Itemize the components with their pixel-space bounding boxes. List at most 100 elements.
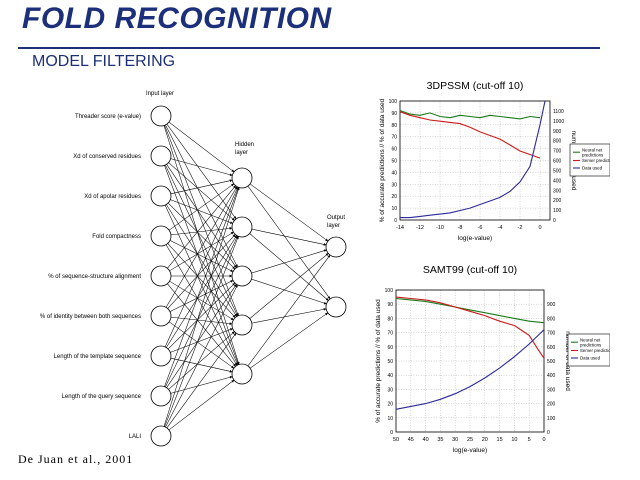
x-tick-label: 30 xyxy=(452,437,458,443)
x-tick-label: 15 xyxy=(497,437,503,443)
connection xyxy=(251,307,327,324)
connection xyxy=(170,316,233,325)
connection xyxy=(251,228,327,246)
x-tick-label: 50 xyxy=(393,437,399,443)
connection xyxy=(166,164,237,268)
connection xyxy=(164,204,239,366)
hidden-node xyxy=(231,363,253,385)
chart-samt99: SAMT99 (cut-off 10)010203040506070809010… xyxy=(375,264,610,454)
connection xyxy=(170,179,233,195)
legend-label: Data used xyxy=(582,166,603,171)
legend-label: Neural net predictions xyxy=(580,338,602,348)
series-line-0 xyxy=(395,297,545,324)
input-node xyxy=(150,225,172,247)
connection xyxy=(164,187,239,387)
y2-tick-label: 500 xyxy=(547,359,556,365)
title-underline xyxy=(18,47,600,49)
connection xyxy=(249,253,329,319)
y2-tick-label: 0 xyxy=(553,218,556,224)
series-line-0 xyxy=(399,109,541,120)
connection xyxy=(170,158,233,177)
x-tick-label: 35 xyxy=(437,437,443,443)
y2-tick-label: 600 xyxy=(553,159,562,165)
hidden-node xyxy=(231,265,253,287)
y-tick-label: 90 xyxy=(387,302,393,308)
connection xyxy=(167,243,236,318)
connection xyxy=(163,125,240,365)
connection xyxy=(164,236,239,427)
hidden-node xyxy=(231,167,253,189)
y-tick-label: 10 xyxy=(391,206,397,212)
connection xyxy=(170,357,233,373)
connection xyxy=(170,227,233,236)
input-feature-label: % of sequence-structure alignment xyxy=(48,274,141,280)
x-tick-label: -12 xyxy=(416,225,424,231)
connection xyxy=(165,284,238,428)
input-node xyxy=(150,145,172,167)
x-tick-label: -8 xyxy=(458,225,463,231)
y2-tick-label: 700 xyxy=(553,149,562,155)
input-feature-label: Length of the query sequence xyxy=(62,394,142,400)
output-node xyxy=(325,296,347,318)
network-connections xyxy=(163,121,331,431)
x-tick-label: 20 xyxy=(482,437,488,443)
legend-label: Data used xyxy=(580,356,601,361)
input-node xyxy=(150,345,172,367)
hidden-node xyxy=(231,216,253,238)
connection xyxy=(163,187,240,427)
x-tick-label: -4 xyxy=(498,225,503,231)
x-axis-label: log(e-value) xyxy=(453,447,487,454)
y-axis-label: % of accurate predictions // % of data u… xyxy=(375,299,382,423)
x-tick-label: 10 xyxy=(511,437,517,443)
x-tick-label: 5 xyxy=(528,437,531,443)
series-line-1 xyxy=(399,111,541,159)
connection xyxy=(249,183,329,242)
y2-tick-label: 800 xyxy=(547,316,556,322)
y2-tick-label: 800 xyxy=(553,139,562,145)
y2-tick-label: 200 xyxy=(553,198,562,204)
connection xyxy=(170,199,233,224)
hidden-layer-label: Hidden layer xyxy=(235,142,254,156)
input-layer-label: Input layer xyxy=(146,91,174,97)
x-tick-label: 0 xyxy=(542,437,545,443)
y2-tick-label: 900 xyxy=(553,129,562,135)
connection xyxy=(170,328,233,353)
y2-tick-label: 1000 xyxy=(553,119,564,125)
x-tick-label: -2 xyxy=(518,225,523,231)
connection xyxy=(168,121,235,173)
network-nodes xyxy=(150,105,347,447)
y2-tick-label: 400 xyxy=(553,178,562,184)
connection xyxy=(169,240,234,272)
series-line-2 xyxy=(395,329,545,410)
output-layer-label: Output layer xyxy=(327,215,345,229)
input-feature-label: Xd of apolar residues xyxy=(84,194,141,200)
y2-tick-label: 300 xyxy=(547,387,556,393)
plot-frame xyxy=(399,100,551,221)
connection xyxy=(247,185,331,300)
input-feature-label: % of identity between both sequences xyxy=(40,314,141,320)
slide-subtitle: MODEL FILTERING xyxy=(32,53,176,70)
y2-tick-label: 500 xyxy=(553,168,562,174)
y-tick-label: 40 xyxy=(391,170,397,176)
connection xyxy=(167,282,236,350)
connection xyxy=(251,278,327,305)
y2-tick-label: 400 xyxy=(547,373,556,379)
input-node xyxy=(150,385,172,407)
input-node xyxy=(150,105,172,127)
connection xyxy=(168,379,235,431)
y-tick-label: 70 xyxy=(387,331,393,337)
connection xyxy=(165,244,238,366)
y2-tick-label: 900 xyxy=(547,302,556,308)
input-feature-label: Threader score (e-value) xyxy=(75,114,141,120)
connection xyxy=(168,183,235,231)
neural-network-diagram: Input layer Hidden layer Output layer Thre… xyxy=(40,91,347,447)
input-feature-label: Length of the template sequence xyxy=(54,354,142,360)
y-tick-label: 0 xyxy=(394,218,397,224)
y-tick-label: 50 xyxy=(387,359,393,365)
y-tick-label: 90 xyxy=(391,111,397,117)
input-node xyxy=(150,305,172,327)
y2-tick-label: 1100 xyxy=(553,109,564,115)
legend-label: Server predictions xyxy=(580,348,610,353)
